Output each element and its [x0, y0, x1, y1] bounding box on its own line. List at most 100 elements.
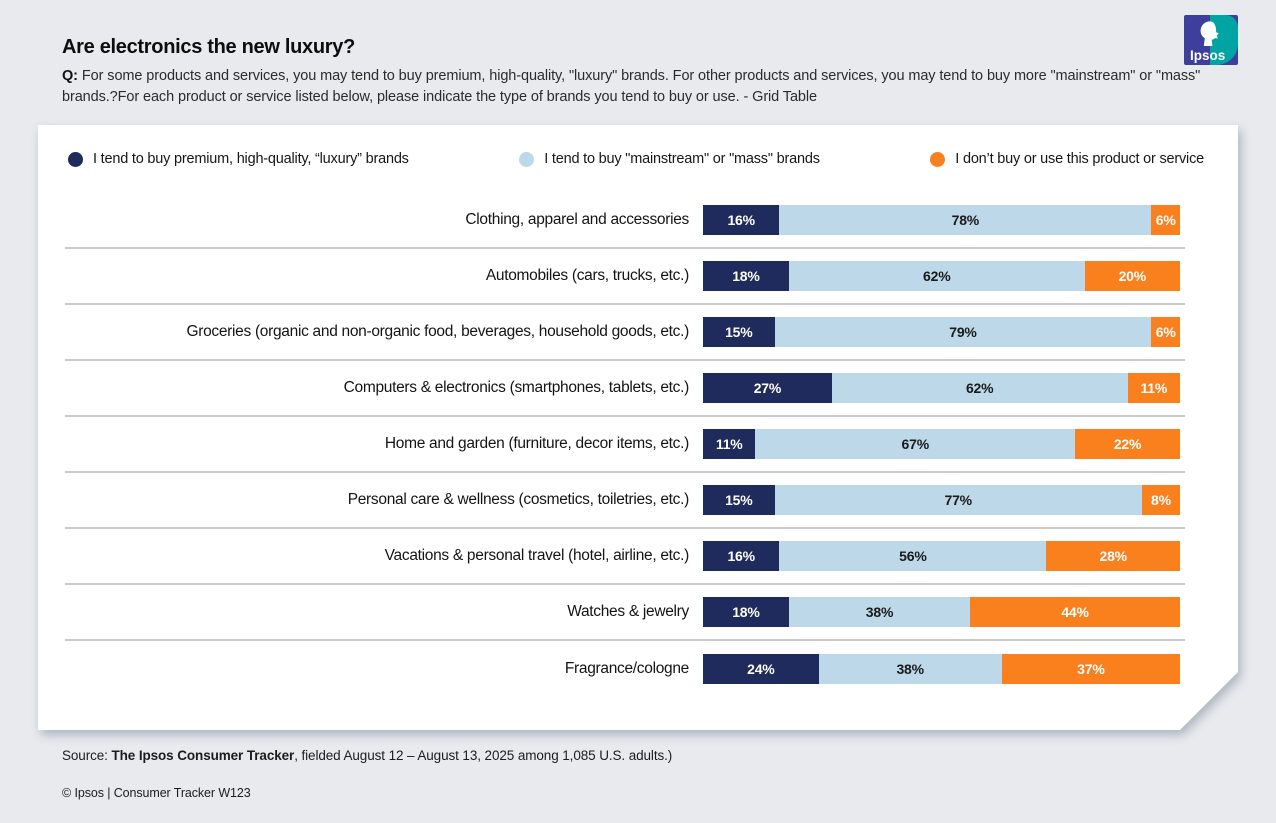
ipsos-logo-text: Ipsos	[1190, 48, 1225, 63]
row-label: Personal care & wellness (cosmetics, toi…	[347, 491, 689, 508]
bar-segment: 6%	[1151, 317, 1180, 347]
legend-item: I tend to buy premium, high-quality, “lu…	[68, 151, 409, 167]
bar-value-label: 24%	[747, 661, 775, 677]
row-label: Watches & jewelry	[567, 603, 689, 620]
bar-value-label: 62%	[965, 380, 994, 396]
stacked-bar: 15% 79% 6%	[703, 317, 1180, 347]
bar-value-label: 18%	[732, 268, 760, 284]
legend-label: I tend to buy "mainstream" or "mass" bra…	[544, 151, 820, 167]
bar-segment: 16%	[703, 205, 779, 235]
ipsos-logo-graphic: Ipsos	[1184, 15, 1238, 65]
source-name: The Ipsos Consumer Tracker	[111, 748, 295, 763]
chart-legend: I tend to buy premium, high-quality, “lu…	[38, 125, 1238, 167]
bar-segment: 11%	[1128, 373, 1180, 403]
bar-segment: 67%	[755, 429, 1075, 459]
bar-segment: 28%	[1046, 541, 1180, 571]
bar-value-label: 28%	[1099, 548, 1127, 564]
bar-segment: 62%	[789, 261, 1085, 291]
ipsos-logo: Ipsos	[1184, 15, 1238, 65]
bar-value-label: 15%	[725, 492, 753, 508]
stacked-bar: 11% 67% 22%	[703, 429, 1180, 459]
bar-value-label: 6%	[1155, 324, 1176, 340]
bar-value-label: 22%	[1113, 436, 1142, 452]
legend-item: I don’t buy or use this product or servi…	[930, 151, 1204, 167]
chart-row: Computers & electronics (smartphones, ta…	[65, 361, 1185, 417]
bar-segment: 15%	[703, 485, 775, 515]
legend-item: I tend to buy "mainstream" or "mass" bra…	[519, 151, 820, 167]
bar-segment: 77%	[775, 485, 1142, 515]
chart-row: Groceries (organic and non-organic food,…	[65, 305, 1185, 361]
bar-segment: 37%	[1002, 654, 1180, 684]
bar-segment: 22%	[1075, 429, 1180, 459]
bar-value-label: 11%	[715, 436, 743, 452]
chart-rows: Clothing, apparel and accessories 16% 78% 6…	[38, 193, 1238, 697]
stacked-bar: 18% 38% 44%	[703, 597, 1180, 627]
bar-value-label: 38%	[896, 661, 924, 677]
chart-row: Home and garden (furniture, decor items,…	[65, 417, 1185, 473]
row-label: Home and garden (furniture, decor items,…	[384, 435, 689, 452]
bar-value-label: 62%	[923, 268, 951, 284]
bar-segment: 6%	[1151, 205, 1180, 235]
bar-value-label: 78%	[951, 212, 980, 228]
legend-dot-icon	[68, 152, 83, 167]
bar-segment: 79%	[775, 317, 1152, 347]
report-header: Are electronics the new luxury? Q: For so…	[62, 36, 1222, 107]
bar-value-label: 79%	[949, 324, 977, 340]
stacked-bar: 15% 77% 8%	[703, 485, 1180, 515]
chart-row: Automobiles (cars, trucks, etc.) 18% 62% 20…	[65, 249, 1185, 305]
chart-row: Clothing, apparel and accessories 16% 78% 6…	[65, 193, 1185, 249]
source-note: Source: The Ipsos Consumer Tracker, fiel…	[62, 748, 672, 763]
bar-segment: 24%	[703, 654, 819, 684]
row-label: Automobiles (cars, trucks, etc.)	[485, 267, 689, 284]
bar-value-label: 38%	[865, 604, 894, 620]
chart-card: I tend to buy premium, high-quality, “lu…	[38, 125, 1238, 730]
bar-value-label: 77%	[944, 492, 972, 508]
bar-segment: 78%	[779, 205, 1151, 235]
bar-segment: 56%	[779, 541, 1046, 571]
bar-segment: 18%	[703, 261, 789, 291]
bar-segment: 18%	[703, 597, 789, 627]
bar-value-label: 6%	[1155, 212, 1176, 228]
bar-segment: 16%	[703, 541, 779, 571]
bar-value-label: 18%	[732, 604, 760, 620]
chart-card-wrapper: I tend to buy premium, high-quality, “lu…	[38, 125, 1238, 730]
legend-dot-icon	[519, 152, 534, 167]
bar-value-label: 56%	[899, 548, 927, 564]
bar-value-label: 44%	[1061, 604, 1089, 620]
bar-value-label: 16%	[727, 548, 755, 564]
bar-value-label: 20%	[1118, 268, 1146, 284]
copyright-note: © Ipsos | Consumer Tracker W123	[62, 786, 251, 800]
legend-label: I don’t buy or use this product or servi…	[955, 151, 1204, 167]
source-details: , fielded August 12 – August 13, 2025 am…	[294, 748, 673, 763]
row-label: Vacations & personal travel (hotel, airl…	[384, 547, 689, 564]
bar-segment: 20%	[1085, 261, 1180, 291]
bar-segment: 11%	[703, 429, 755, 459]
legend-label: I tend to buy premium, high-quality, “lu…	[93, 151, 409, 167]
bar-value-label: 8%	[1151, 492, 1171, 508]
bar-value-label: 27%	[753, 380, 782, 396]
bar-segment: 8%	[1142, 485, 1180, 515]
chart-row: Personal care & wellness (cosmetics, toi…	[65, 473, 1185, 529]
stacked-bar: 16% 56% 28%	[703, 541, 1180, 571]
bar-value-label: 15%	[725, 324, 753, 340]
stacked-bar: 16% 78% 6%	[703, 205, 1180, 235]
bar-segment: 44%	[970, 597, 1180, 627]
stacked-bar: 18% 62% 20%	[703, 261, 1180, 291]
row-label: Groceries (organic and non-organic food,…	[186, 323, 689, 340]
bar-segment: 62%	[832, 373, 1128, 403]
bar-segment: 38%	[819, 654, 1002, 684]
survey-question: Q: For some products and services, you ma…	[62, 66, 1212, 107]
chart-row: Watches & jewelry 18% 38% 44%	[65, 585, 1185, 641]
stacked-bar: 24% 38% 37%	[703, 654, 1180, 684]
row-label: Clothing, apparel and accessories	[465, 211, 689, 228]
chart-row: Vacations & personal travel (hotel, airl…	[65, 529, 1185, 585]
bar-value-label: 37%	[1077, 661, 1105, 677]
question-prefix: Q:	[62, 68, 78, 84]
bar-value-label: 67%	[901, 436, 929, 452]
source-prefix: Source:	[62, 748, 112, 763]
stacked-bar: 27% 62% 11%	[703, 373, 1180, 403]
bar-segment: 38%	[789, 597, 970, 627]
bar-segment: 15%	[703, 317, 775, 347]
legend-dot-icon	[930, 152, 945, 167]
row-label: Computers & electronics (smartphones, ta…	[343, 379, 689, 396]
